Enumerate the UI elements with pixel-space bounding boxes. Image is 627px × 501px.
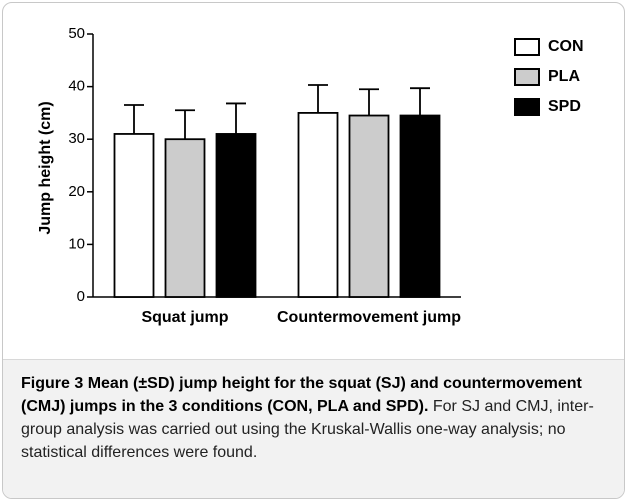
y-tick-label: 10 [68,235,85,252]
caption: Figure 3 Mean (±SD) jump height for the … [3,359,624,498]
y-tick-label: 0 [77,288,85,305]
legend-label: PLA [548,68,580,85]
bar [297,112,339,298]
bar [164,138,206,298]
legend-label: CON [548,38,584,55]
x-tick-label: Squat jump [141,309,229,326]
legend-swatch [514,98,540,116]
y-tick-label: 30 [68,130,85,147]
y-axis-label: Jump height (cm) [37,101,54,234]
caption-title: Mean (±SD) jump height for the squat (SJ… [21,375,582,415]
y-tick-label: 40 [68,78,85,95]
y-tick-label: 20 [68,183,85,200]
legend-label: SPD [548,98,581,115]
legend-swatch [514,68,540,86]
chart: Jump height (cm) 0 10 20 30 40 50 CON PLA SPD [37,25,584,305]
x-tick-label: Countermovement jump [276,309,461,326]
legend-swatch [514,38,540,56]
bar [215,133,257,298]
bar [348,114,390,298]
caption-label: Figure 3 [21,375,84,392]
y-tick-label: 50 [68,25,85,42]
bar [113,133,155,298]
bar [399,114,441,298]
caption-text: For SJ and CMJ, inter-group analysis was… [21,398,594,461]
